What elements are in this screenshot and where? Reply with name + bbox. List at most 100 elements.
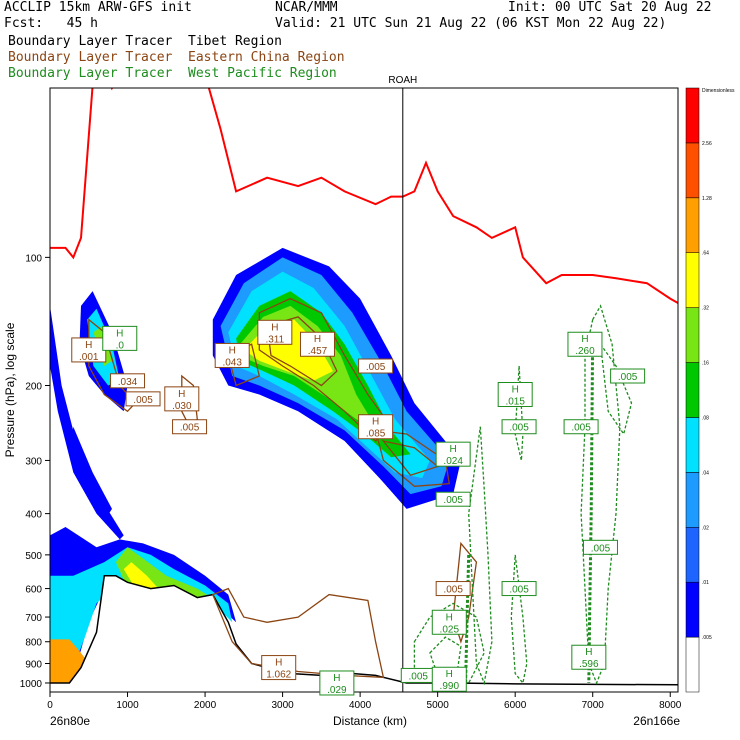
max-label-box (435, 581, 471, 597)
max-label-value: .034 (118, 377, 138, 388)
x-tick-label: 0 (47, 700, 53, 711)
y-axis: 100 200 300 400 500 600 700 800 900 1000 (20, 253, 50, 690)
max-label: H.260 (567, 331, 603, 357)
tropopause-curve (50, 88, 678, 304)
max-label-value: .0 (116, 340, 125, 351)
colorbar-label: .04 (702, 470, 709, 476)
max-label-box (358, 414, 394, 440)
y-tick-label: 600 (25, 585, 42, 596)
max-label-box (261, 655, 297, 681)
colorbar-swatch (685, 417, 700, 473)
x-tick-label: 5000 (427, 700, 450, 711)
max-label: H.085 (358, 414, 394, 440)
y-tick-label: 800 (25, 638, 42, 649)
max-label: H.0 (102, 325, 138, 351)
colorbar-swatch (685, 87, 700, 144)
max-label: H.030 (164, 386, 200, 412)
max-label-value: .311 (265, 334, 284, 345)
max-label: H.596 (571, 644, 607, 670)
green-contour-3 (514, 365, 524, 461)
max-label-value: .029 (327, 685, 347, 696)
terrain-fill (50, 575, 678, 692)
max-label: .005 (172, 419, 208, 435)
y-tick-label: 1000 (20, 679, 43, 690)
max-label: .005 (501, 581, 537, 597)
x-tick-label: 8000 (659, 700, 682, 711)
plot-frame (49, 87, 679, 693)
max-label: H.029 (319, 670, 355, 696)
max-label: H1.062 (261, 655, 297, 681)
colorbar-swatch (685, 527, 700, 583)
max-label-h: H (450, 444, 457, 455)
max-label-box (358, 358, 394, 374)
max-label-value: .596 (579, 659, 599, 670)
x-tick-label: 6000 (504, 700, 527, 711)
colorbar-label: 2.56 (702, 141, 712, 147)
max-label-value: .085 (366, 429, 386, 440)
colorbar-label: .32 (702, 306, 709, 312)
max-label: H.990 (431, 666, 467, 692)
max-label-box (102, 325, 138, 351)
max-label-box (563, 419, 599, 435)
max-label-box (567, 331, 603, 357)
max-label: .005 (125, 391, 161, 407)
colorbar-label: .64 (702, 251, 709, 257)
tracer-legend-eastern-china: Boundary Layer Tracer Eastern China Regi… (8, 50, 345, 65)
max-label-box (431, 666, 467, 692)
green-contour-1 (599, 343, 633, 436)
colorbar-swatch (685, 362, 700, 418)
colorbar-label: .02 (702, 525, 709, 531)
max-label-value: .005 (133, 395, 153, 406)
green-contour-0 (580, 304, 621, 685)
max-label-value: .005 (509, 585, 529, 596)
max-label-box (214, 342, 250, 368)
x-tick-label: 1000 (116, 700, 139, 711)
max-label-h: H (271, 322, 278, 333)
max-label: .005 (501, 419, 537, 435)
max-label: H.025 (431, 609, 467, 635)
max-label: .005 (400, 667, 436, 683)
max-label-value: .030 (172, 401, 192, 412)
x-tick-label: 7000 (582, 700, 605, 711)
colorbar-swatch (685, 636, 700, 693)
max-label: H.043 (214, 342, 250, 368)
max-label-h: H (581, 334, 588, 345)
max-label-h: H (116, 328, 123, 339)
colorbar-swatch (685, 142, 700, 199)
max-label-box (571, 644, 607, 670)
y-tick-label: 400 (25, 510, 42, 521)
org-label: NCAR/MMM (275, 0, 338, 15)
tropopause-line (50, 88, 678, 304)
green-thick-0 (587, 332, 595, 684)
colorbar-swatch (685, 307, 700, 363)
max-label: .005 (563, 419, 599, 435)
y-tick-label: 900 (25, 660, 42, 671)
max-label-value: .024 (443, 456, 463, 467)
max-label: .034 (110, 373, 146, 389)
colorbar-swatch (685, 252, 700, 308)
x-tick-label: 3000 (271, 700, 294, 711)
max-label-box (435, 441, 471, 467)
colorbar-swatch (685, 581, 700, 638)
x-tick-label: 4000 (349, 700, 372, 711)
max-label: .005 (358, 358, 394, 374)
x-tick-label: 2000 (194, 700, 217, 711)
max-label: H.015 (497, 382, 533, 408)
tracer-legend-tibet: Boundary Layer Tracer Tibet Region (8, 34, 282, 49)
max-label-h: H (314, 334, 321, 345)
max-label-box (172, 419, 208, 435)
colorbar: .005 .01 .02 .04 .08 .16 .32 .64 1.28 2.56 Dimensi… (685, 87, 735, 693)
streak-1 (71, 426, 112, 514)
roah-label: ROAH (388, 75, 417, 86)
max-label-h: H (333, 673, 340, 684)
max-label: .005 (582, 539, 618, 555)
max-label-box (319, 670, 355, 696)
max-label-value: .005 (571, 423, 591, 434)
brown-contour-3 (374, 429, 451, 487)
max-label: .005 (435, 581, 471, 597)
max-label-value: .005 (409, 671, 429, 682)
init-time: Init: 00 UTC Sat 20 Aug 22 (508, 0, 712, 15)
green-thick-1 (464, 554, 471, 684)
